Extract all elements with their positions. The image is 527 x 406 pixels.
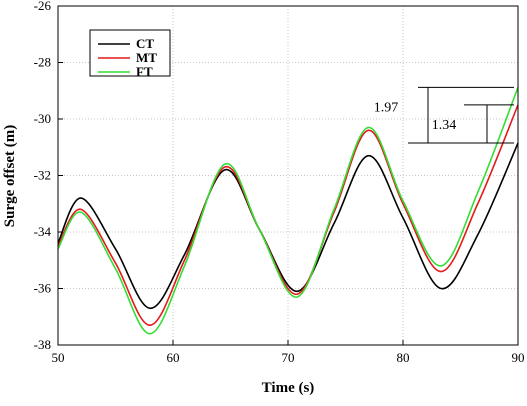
- y-axis-title: Surge offset (m): [2, 125, 18, 227]
- series-line-mt: [57, 104, 519, 327]
- series-lines: [57, 87, 519, 335]
- annotation: 1.97 1.34: [374, 86, 514, 144]
- x-tick-label: 90: [512, 350, 525, 365]
- legend-label-mt: MT: [136, 50, 157, 65]
- y-tick-label: -38: [34, 337, 51, 352]
- x-tick-label: 70: [282, 350, 295, 365]
- x-tick-label: 60: [167, 350, 180, 365]
- legend-label-ft: FT: [136, 64, 153, 79]
- y-tick-label: -34: [34, 224, 52, 239]
- x-tick-label: 50: [52, 350, 65, 365]
- y-tick-label: -26: [34, 0, 52, 13]
- series-line-ct: [57, 142, 519, 310]
- y-tick-label: -28: [34, 55, 51, 70]
- annotation-label-1: 1.97: [374, 100, 399, 115]
- series-line-ft: [57, 87, 519, 335]
- y-tick-label: -36: [34, 281, 52, 296]
- legend-box: [89, 29, 171, 77]
- legend-label-ct: CT: [136, 36, 154, 51]
- y-tick-label: -30: [34, 111, 51, 126]
- x-tick-label: 80: [397, 350, 410, 365]
- annotation-label-2: 1.34: [432, 118, 457, 133]
- y-ticks: -38 -36 -34 -32 -30 -28 -26: [34, 0, 63, 352]
- x-ticks: 50 60 70 80 90: [52, 340, 525, 365]
- y-tick-label: -32: [34, 168, 51, 183]
- x-axis-title: Time (s): [262, 380, 315, 396]
